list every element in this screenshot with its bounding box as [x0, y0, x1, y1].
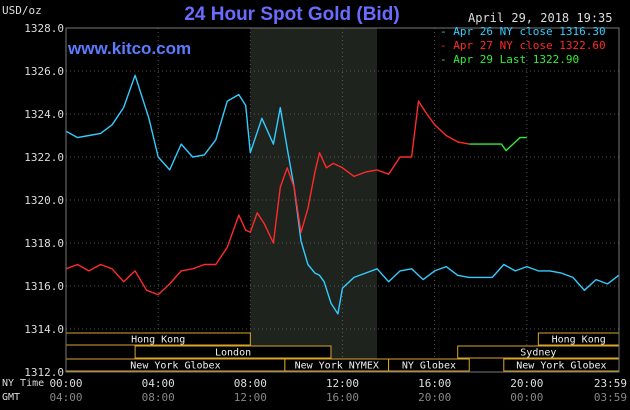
y-axis-unit: USD/oz [2, 4, 42, 17]
y-tick-label: 1314.0 [24, 323, 64, 336]
market-session-label: Hong Kong [552, 335, 606, 346]
y-tick-label: 1316.0 [24, 280, 64, 293]
market-session-bar [388, 358, 470, 372]
chart-date: April 29, 2018 19:35 [468, 11, 613, 25]
x-tick-label-ny: 08:00 [234, 377, 267, 390]
x-tick-label-ny: 00:00 [49, 377, 82, 390]
y-tick-label: 1322.0 [24, 151, 64, 164]
y-tick-label: 1318.0 [24, 237, 64, 250]
market-session-label: Hong Kong [131, 335, 185, 346]
x-tick-label-ny: 23:59 [594, 377, 627, 390]
x-tick-label-gmt: 12:00 [234, 391, 267, 404]
x-tick-label-gmt: 04:00 [49, 391, 82, 404]
y-tick-label: 1324.0 [24, 108, 64, 121]
legend-marker: - [440, 39, 447, 52]
x-tick-label-ny: 16:00 [418, 377, 451, 390]
legend-marker: - [440, 53, 447, 66]
legend-label: Apr 27 NY close 1322.60 [453, 39, 606, 52]
market-session-label: London [215, 348, 251, 359]
y-tick-label: 1312.0 [24, 366, 64, 379]
x-tick-label-gmt: 16:00 [326, 391, 359, 404]
legend-label: Apr 29 Last 1322.90 [453, 53, 580, 66]
legend-marker: - [440, 25, 447, 38]
x-tick-label-ny: 12:00 [326, 377, 359, 390]
series-line [469, 136, 527, 152]
ny-time-label: NY Time [2, 378, 45, 389]
y-tick-label: 1328.0 [24, 22, 64, 35]
market-session-label: New York Globex [516, 361, 606, 372]
market-session-label: Sydney [520, 348, 556, 359]
chart-legend: - Apr 26 NY close 1316.30 - Apr 27 NY cl… [440, 25, 606, 67]
market-session-label: NY Globex [402, 361, 456, 372]
y-tick-label: 1326.0 [24, 65, 64, 78]
x-tick-label-gmt: 03:59 [594, 391, 627, 404]
legend-item: - Apr 29 Last 1322.90 [440, 53, 606, 67]
x-tick-label-gmt: 20:00 [418, 391, 451, 404]
y-tick-label: 1320.0 [24, 194, 64, 207]
x-tick-label-gmt: 00:00 [510, 391, 543, 404]
nymex-session-band [250, 28, 378, 372]
market-session-label: New York NYMEX [295, 361, 379, 372]
market-session-bar [134, 345, 332, 359]
series-line [65, 74, 620, 315]
legend-item: - Apr 27 NY close 1322.60 [440, 39, 606, 53]
legend-item: - Apr 26 NY close 1316.30 [440, 25, 606, 39]
market-session-label: New York Globex [130, 361, 220, 372]
brand-link[interactable]: www.kitco.com [68, 39, 192, 58]
series-line [65, 100, 470, 296]
gmt-label: GMT [2, 392, 21, 403]
x-tick-label-gmt: 08:00 [142, 391, 175, 404]
chart-title: 24 Hour Spot Gold (Bid) [184, 4, 400, 25]
x-tick-label-ny: 20:00 [510, 377, 543, 390]
legend-label: Apr 26 NY close 1316.30 [453, 25, 606, 38]
x-tick-label-ny: 04:00 [142, 377, 175, 390]
plot-border [65, 27, 620, 373]
